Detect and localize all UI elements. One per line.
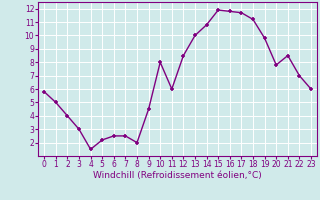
X-axis label: Windchill (Refroidissement éolien,°C): Windchill (Refroidissement éolien,°C) bbox=[93, 171, 262, 180]
